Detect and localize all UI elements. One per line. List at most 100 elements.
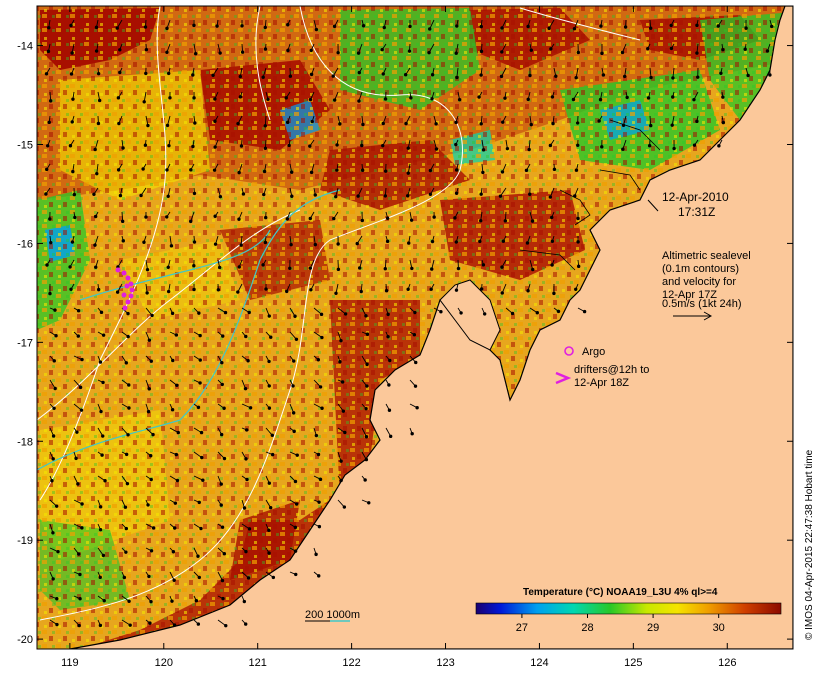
velocity-arrow-head — [264, 287, 268, 291]
velocity-arrow-head — [292, 429, 296, 434]
velocity-arrow-head — [217, 265, 222, 270]
velocity-arrow-head — [285, 217, 290, 221]
velocity-arrow-head — [410, 266, 414, 271]
velocity-arrow-head — [290, 194, 294, 198]
velocity-arrow-head — [355, 241, 359, 246]
velocity-arrow-head — [218, 51, 222, 55]
y-axis: -14 -15 -16 -17 -18 -19 -20 — [17, 41, 793, 646]
velocity-arrow-head — [669, 23, 673, 28]
velocity-arrow-head — [116, 168, 121, 172]
velocity-arrow-head — [364, 435, 369, 439]
velocity-arrow-head — [172, 578, 176, 582]
velocity-arrow-head — [481, 170, 485, 175]
velocity-arrow-head — [556, 309, 561, 314]
velocity-arrow-head — [142, 100, 146, 104]
velocity-arrow-head — [267, 528, 271, 533]
velocity-arrow-head — [309, 288, 313, 292]
velocity-arrow-head — [215, 24, 219, 28]
velocity-arrow-head — [317, 574, 321, 578]
velocity-arrow-head — [524, 168, 529, 173]
velocity-arrow-head — [646, 96, 651, 100]
velocity-arrow-head — [171, 358, 175, 363]
velocity-arrow-head — [118, 48, 122, 52]
velocity-arrow-head — [500, 291, 504, 295]
velocity-arrow-head — [289, 242, 293, 247]
velocity-arrow-head — [454, 51, 458, 55]
velocity-arrow-head — [246, 576, 251, 580]
velocity-arrow-head — [576, 143, 580, 148]
velocity-arrow-head — [621, 123, 626, 127]
velocity-arrow-head — [316, 452, 321, 457]
velocity-arrow-head — [554, 74, 558, 78]
velocity-arrow-head — [77, 623, 81, 628]
velocity-arrow-head — [384, 289, 389, 293]
velocity-arrow-head — [334, 291, 338, 295]
velocity-arrow-head — [294, 337, 299, 341]
velocity-arrow-head — [510, 311, 515, 316]
colorbar-tick-label: 27 — [516, 622, 528, 634]
x-tick-label: 119 — [61, 657, 79, 669]
velocity-arrow-head — [318, 477, 323, 482]
velocity-arrow-head — [457, 97, 462, 102]
velocity-arrow-head — [55, 597, 59, 601]
velocity-arrow-head — [573, 194, 577, 198]
velocity-arrow-head — [459, 311, 463, 315]
velocity-arrow-head — [223, 310, 228, 315]
velocity-arrow-head — [381, 121, 385, 126]
velocity-arrow-head — [144, 215, 148, 219]
velocity-arrow-head — [455, 24, 459, 28]
y-tick-label: -17 — [17, 337, 33, 349]
velocity-arrow-head — [263, 146, 268, 150]
velocity-arrow-head — [716, 24, 720, 28]
velocity-arrow-head — [547, 26, 551, 31]
velocity-arrow-head — [356, 194, 360, 198]
velocity-arrow-head — [79, 408, 84, 412]
velocity-arrow-head — [342, 505, 347, 509]
velocity-arrow-head — [99, 310, 104, 315]
velocity-arrow-head — [525, 241, 530, 245]
velocity-arrow-head — [147, 387, 151, 391]
velocity-arrow-head — [550, 215, 554, 220]
velocity-arrow-head — [169, 244, 174, 248]
velocity-arrow-head — [367, 501, 371, 505]
velocity-arrow-head — [166, 265, 170, 269]
velocity-arrow-head — [174, 333, 179, 337]
plot-frame — [36, 5, 794, 650]
velocity-arrow-head — [247, 310, 251, 315]
velocity-arrow-head — [212, 168, 217, 172]
velocity-arrow-head — [124, 526, 129, 531]
velocity-arrow-head — [408, 24, 412, 29]
velocity-arrow-head — [434, 122, 438, 126]
velocity-arrow-head — [101, 434, 105, 438]
velocity-arrow-head — [172, 623, 177, 627]
velocity-arrow-head — [385, 216, 390, 221]
velocity-arrow-head — [115, 26, 119, 30]
velocity-arrow-head — [383, 97, 388, 101]
velocity-arrow-head — [92, 192, 96, 196]
velocity-arrow-head — [49, 240, 53, 245]
velocity-arrow-head — [51, 531, 55, 535]
velocity-arrow-head — [71, 169, 75, 174]
colorbar-gradient — [475, 602, 782, 615]
velocity-arrow-head — [648, 26, 653, 30]
velocity-arrow-head — [456, 266, 461, 271]
velocity-arrow-head — [244, 457, 248, 461]
velocity-arrow-head — [141, 167, 145, 171]
velocity-arrow-head — [52, 359, 56, 363]
velocity-arrow-head — [144, 47, 149, 52]
drifters-line-1: drifters@12h to — [574, 364, 649, 376]
velocity-arrow-head — [313, 193, 317, 197]
velocity-arrow-head — [147, 338, 152, 342]
velocity-arrow-head — [213, 119, 217, 123]
x-axis: 119 120 121 122 123 124 125 126 — [61, 6, 736, 669]
velocity-arrow-head — [263, 240, 268, 245]
velocity-arrow-head — [98, 360, 103, 364]
velocity-arrow-head — [197, 575, 201, 580]
velocity-arrow-head — [176, 430, 180, 435]
velocity-arrow-head — [552, 167, 557, 172]
velocity-arrow-head — [263, 124, 268, 128]
velocity-arrow-head — [47, 120, 51, 125]
velocity-arrow-head — [309, 72, 314, 77]
velocity-arrow-head — [216, 288, 221, 292]
velocity-arrow-head — [244, 622, 248, 626]
